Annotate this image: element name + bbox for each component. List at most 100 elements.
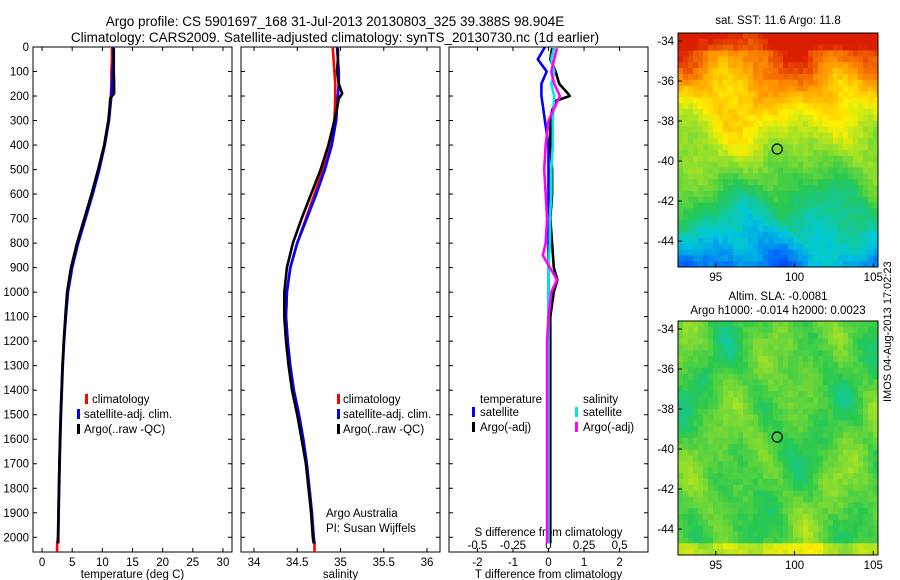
map-cell — [688, 514, 694, 521]
map-cell — [793, 543, 799, 550]
map-cell — [818, 502, 824, 509]
map-cell — [788, 361, 794, 369]
map-cell — [793, 467, 799, 474]
map-cell — [788, 33, 794, 40]
map-cell — [683, 126, 689, 133]
map-cell — [853, 502, 859, 509]
map-cell — [718, 397, 724, 404]
map-cell — [743, 109, 749, 116]
map-cell — [813, 385, 819, 392]
map-cell — [873, 33, 879, 40]
map-cell — [728, 202, 734, 209]
map-cell — [838, 33, 844, 40]
map-cell — [793, 455, 799, 462]
map-cell — [688, 525, 694, 532]
map-cell — [778, 261, 784, 268]
map-cell — [848, 190, 854, 198]
map-cell — [843, 455, 849, 462]
map-cell — [718, 484, 724, 492]
map-cell — [738, 249, 744, 256]
map-cell — [693, 543, 699, 550]
map-cell — [773, 79, 779, 87]
map-cell — [783, 231, 789, 239]
map-cell — [808, 397, 814, 404]
map-cell — [713, 443, 719, 451]
map-cell — [678, 379, 684, 386]
x-tick-label: 35 — [334, 557, 347, 569]
map-cell — [703, 373, 709, 380]
map-cell — [728, 33, 734, 40]
map-cell — [768, 44, 774, 51]
map-cell — [828, 537, 834, 544]
series-salinity-satellite — [547, 47, 556, 544]
map-cell — [698, 255, 704, 262]
map-cell — [873, 103, 879, 110]
map-cell — [733, 243, 739, 250]
map-cell — [828, 85, 834, 92]
map-cell — [838, 173, 844, 180]
map-cell — [833, 443, 839, 451]
map-cell — [818, 38, 824, 46]
map-cell — [693, 385, 699, 392]
map-cell — [773, 467, 779, 474]
map-cell — [868, 126, 874, 133]
map-cell — [778, 91, 784, 98]
map-cell — [788, 443, 794, 451]
map-cell — [713, 56, 719, 63]
map-cell — [808, 161, 814, 168]
map-cell — [703, 391, 709, 398]
map-cell — [743, 467, 749, 474]
map-cell — [698, 514, 704, 521]
map-cell — [778, 385, 784, 392]
map-cell — [693, 167, 699, 174]
map-cell — [798, 226, 804, 233]
map-cell — [803, 114, 809, 122]
map-cell — [823, 62, 829, 69]
map-cell — [693, 38, 699, 46]
map-cell — [798, 126, 804, 133]
map-cell — [843, 208, 849, 215]
map-cell — [678, 144, 684, 151]
map-cell — [873, 167, 879, 174]
map-cell — [853, 455, 859, 462]
map-cell — [813, 379, 819, 386]
map-cell — [783, 350, 789, 357]
map-cell — [833, 132, 839, 139]
map-cell — [848, 373, 854, 380]
map-cell — [698, 373, 704, 380]
map-cell — [783, 114, 789, 122]
map-cell — [788, 185, 794, 192]
map-cell — [733, 173, 739, 180]
map-cell — [698, 44, 704, 51]
map-cell — [753, 255, 759, 262]
map-cell — [763, 226, 769, 233]
map-cell — [793, 62, 799, 69]
map-cell — [753, 261, 759, 268]
map-cell — [753, 155, 759, 163]
map-cell — [713, 420, 719, 427]
map-cell — [743, 68, 749, 75]
map-cell — [758, 132, 764, 139]
map-cell — [858, 144, 864, 151]
map-cell — [678, 432, 684, 439]
map-cell — [763, 132, 769, 139]
map-cell — [813, 120, 819, 127]
map-cell — [868, 120, 874, 127]
map-cell — [813, 73, 819, 81]
map-cell — [818, 120, 824, 127]
map-cell — [678, 385, 684, 392]
map-cell — [813, 68, 819, 75]
map-cell — [753, 531, 759, 538]
map-cell — [818, 414, 824, 421]
map-cell — [733, 379, 739, 386]
map-cell — [833, 397, 839, 404]
map-cell — [693, 155, 699, 163]
map-cell — [738, 478, 744, 486]
map-cell — [868, 138, 874, 145]
map-cell — [778, 237, 784, 244]
map-cell — [763, 361, 769, 369]
map-cell — [813, 126, 819, 133]
map-cell — [858, 408, 864, 415]
map-cell — [788, 50, 794, 57]
map-cell — [808, 220, 814, 227]
